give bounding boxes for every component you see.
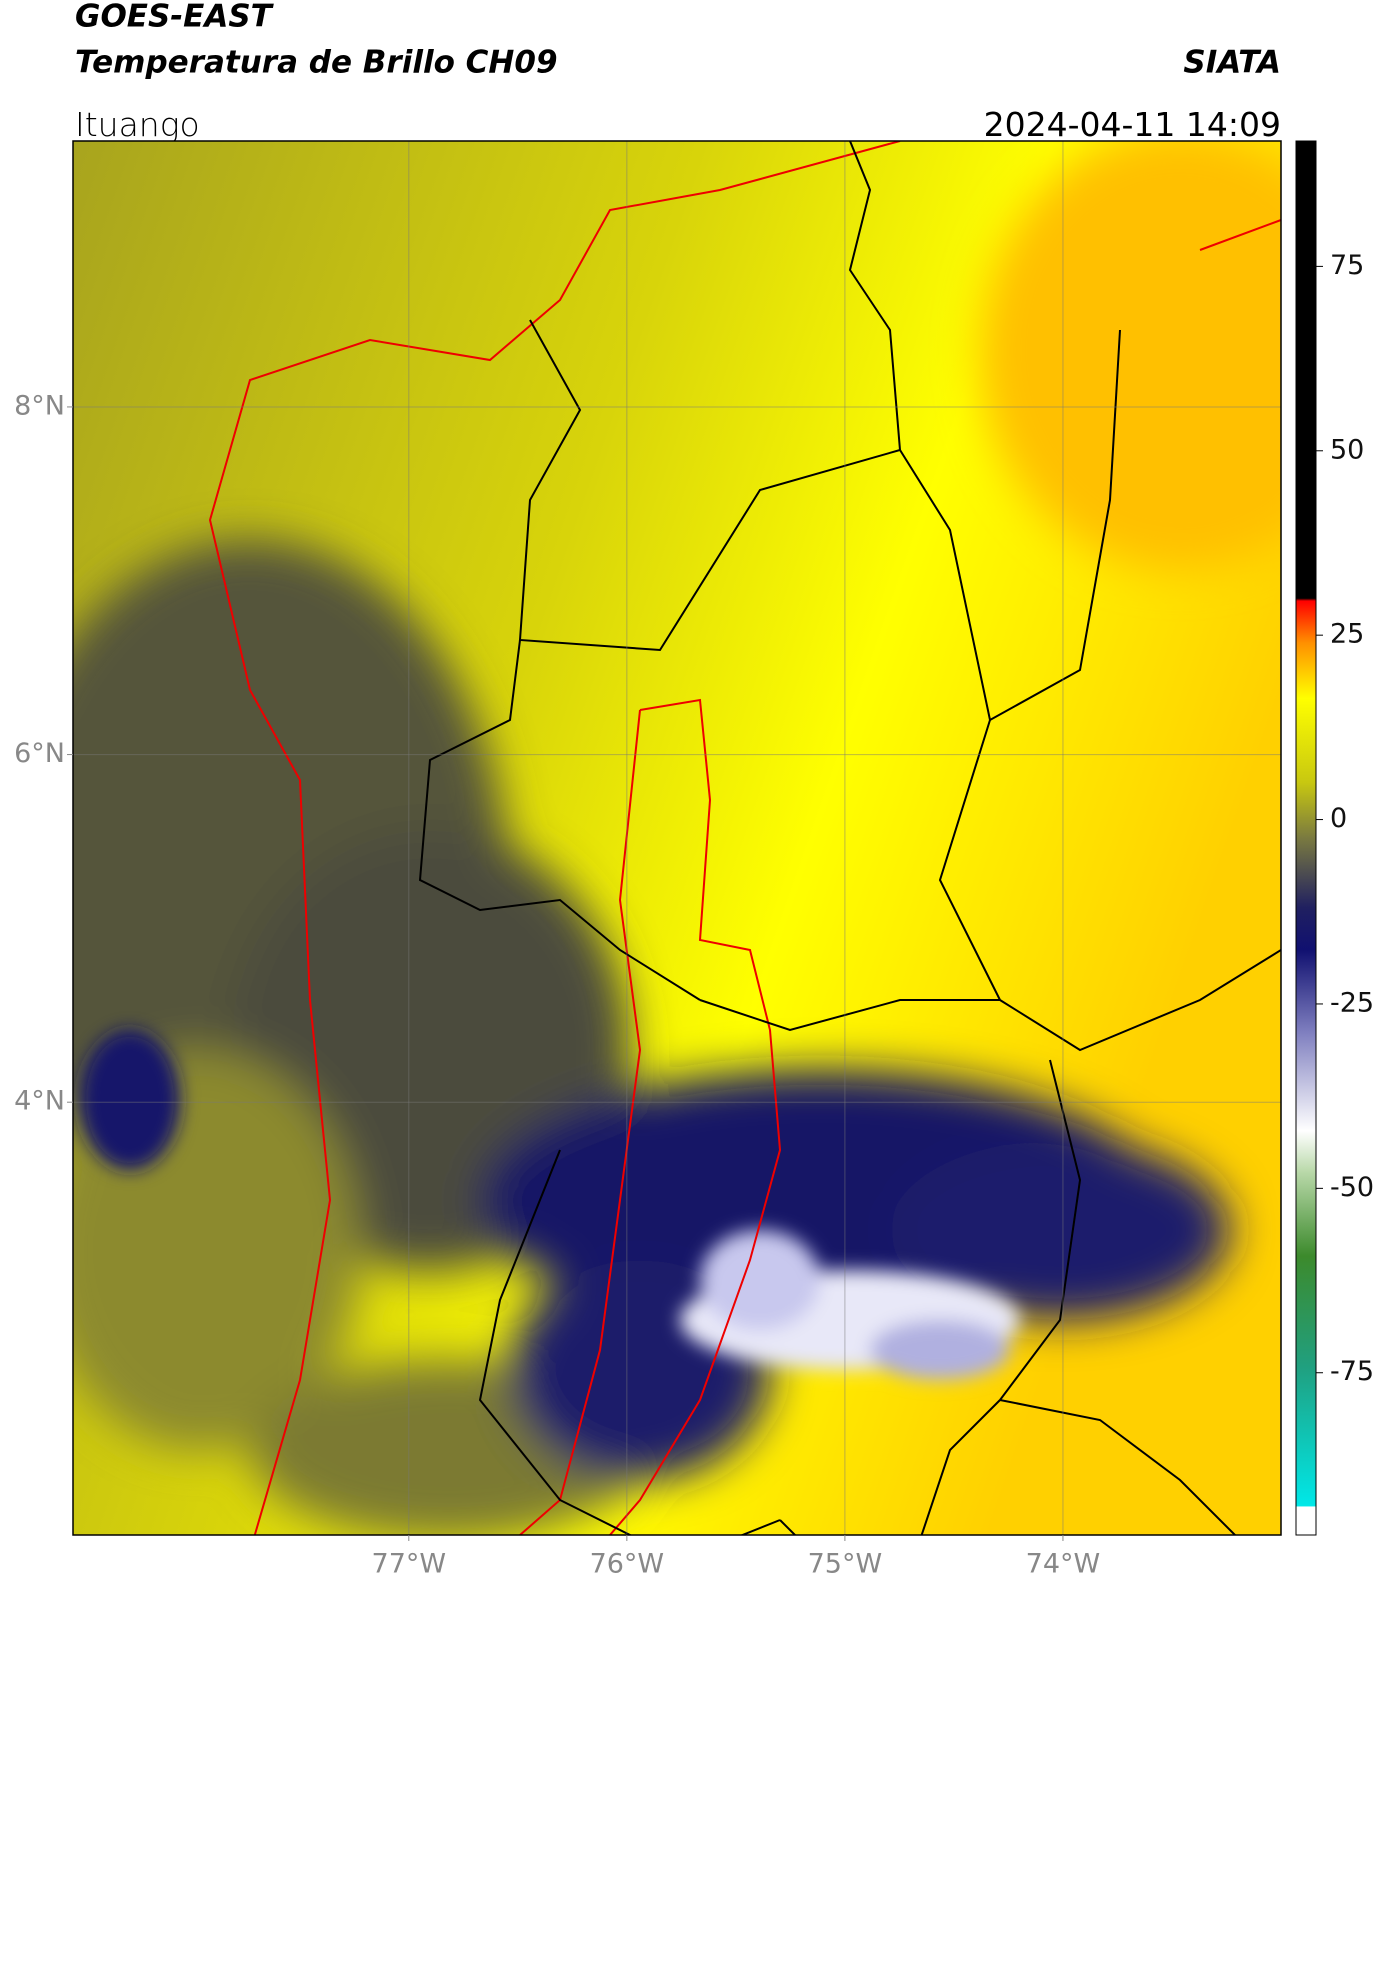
lat-tick-label: 8°N: [14, 390, 65, 421]
lon-tick-label: 75°W: [808, 1549, 883, 1580]
colorbar-label: 50: [1330, 434, 1364, 465]
lat-tick-label: 6°N: [14, 738, 65, 769]
title-line: GOES-EAST: [75, 0, 275, 35]
map-frame: [72, 140, 1282, 1536]
colorbar-label: -50: [1330, 1172, 1374, 1203]
lon-tick-label: 76°W: [590, 1549, 665, 1580]
location: Ituango: [75, 105, 200, 144]
colorbar-label: 25: [1330, 619, 1364, 650]
satellite-image: [73, 141, 1281, 1535]
lon-tick-label: 74°W: [1026, 1549, 1101, 1580]
datetime: 2024-04-11 14:09: [984, 105, 1281, 144]
colorbar: [1295, 140, 1317, 1536]
title-line: Temperatura de Brillo CH09: [75, 45, 558, 81]
lon-tick-label: 77°W: [372, 1549, 447, 1580]
colorbar-label: -25: [1330, 987, 1374, 1018]
lat-tick-label: 4°N: [14, 1086, 65, 1117]
colorbar-label: 0: [1330, 803, 1347, 834]
colorbar-label: -75: [1330, 1356, 1374, 1387]
source: SIATA: [1183, 45, 1281, 81]
colorbar-label: 75: [1330, 250, 1364, 281]
